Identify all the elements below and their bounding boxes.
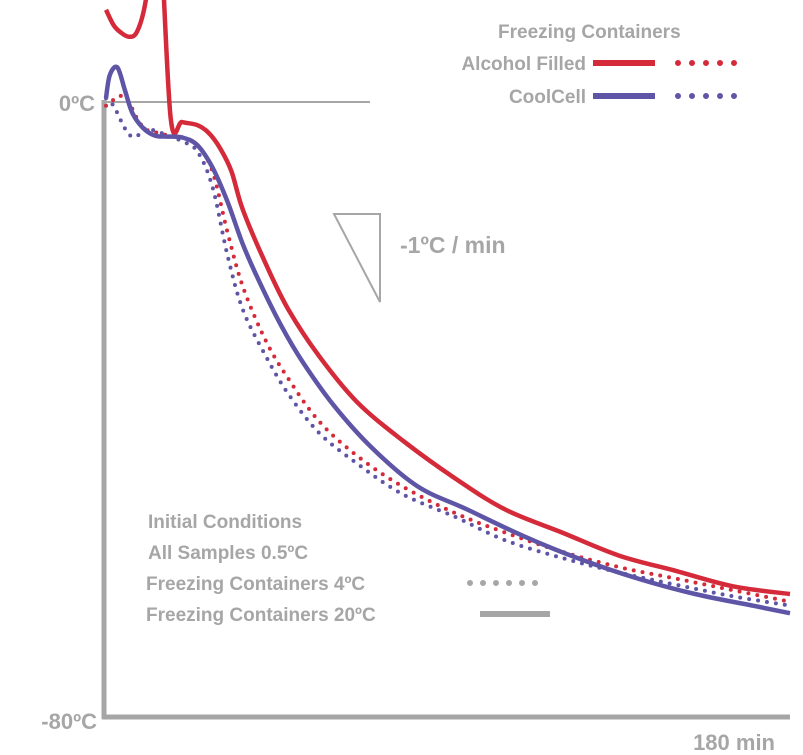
initial-conditions-title: Initial Conditions [148, 512, 302, 533]
containers-20c-label: Freezing Containers 20ºC [146, 605, 376, 626]
legend-label-coolcell: CoolCell [509, 87, 586, 108]
slope-annotation-label: -1ºC / min [400, 232, 506, 258]
containers-4c-label: Freezing Containers 4ºC [146, 574, 365, 595]
slope-triangle-marker [332, 213, 381, 303]
legend-label-alcohol-filled: Alcohol Filled [461, 54, 586, 75]
series-line-coolcell-solid [103, 64, 791, 616]
y-axis-top-label: 0ºC [59, 91, 95, 116]
x-axis-end-label: 180 min [693, 730, 775, 755]
all-samples-label: All Samples 0.5ºC [148, 543, 308, 564]
legend-title: Freezing Containers [498, 22, 681, 43]
series-line-coolcell-dotted [104, 96, 792, 608]
series-line-alcohol-filled-solid [103, 0, 791, 597]
series-layer [103, 0, 792, 616]
initial-conditions-box: Initial Conditions All Samples 0.5ºC Fre… [146, 512, 550, 626]
y-axis-bottom-label: -80ºC [41, 709, 97, 734]
legend: Freezing Containers Alcohol Filled CoolC… [461, 22, 751, 108]
